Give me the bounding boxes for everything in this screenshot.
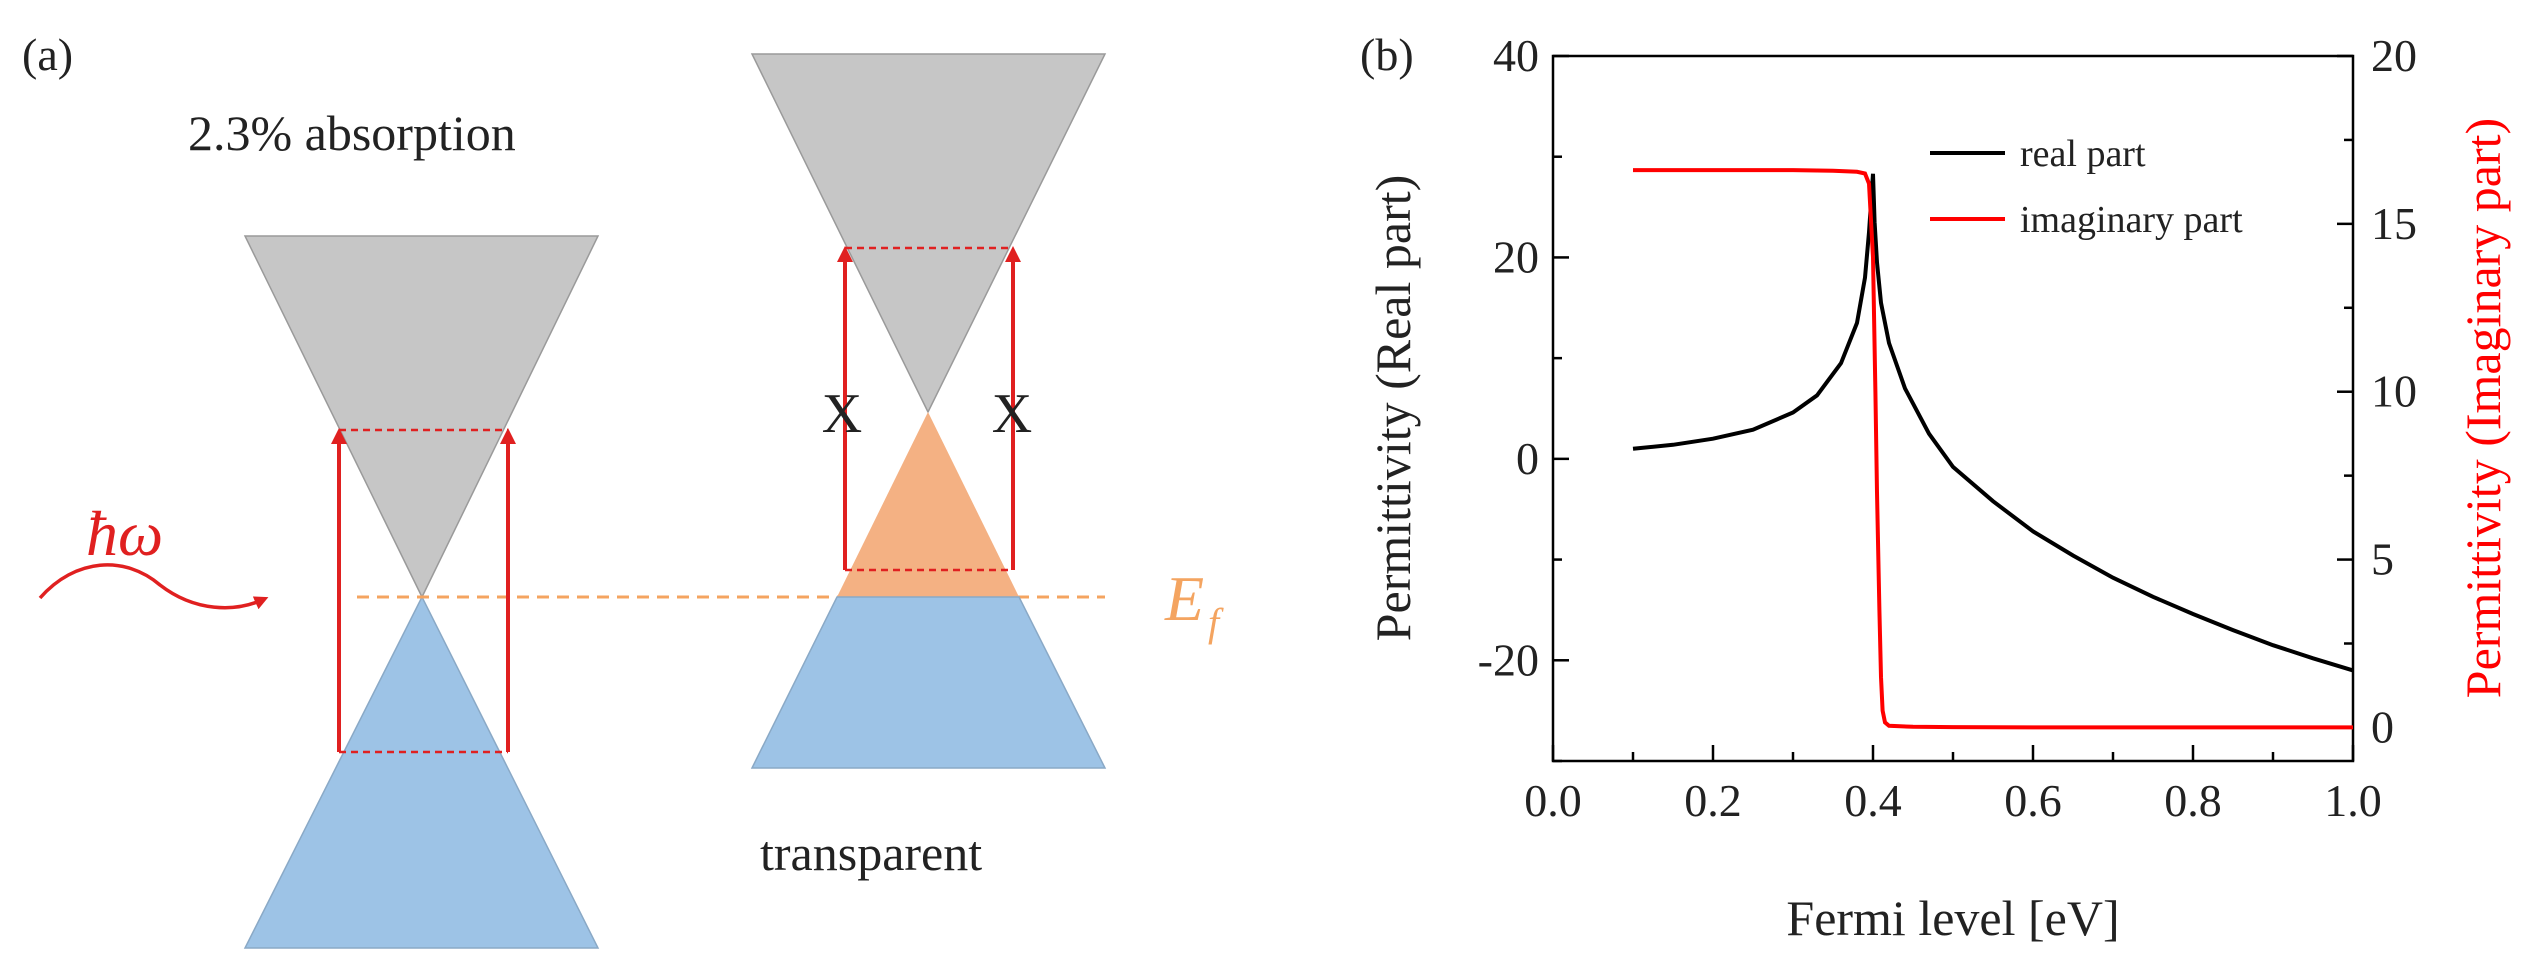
panel-b-label: (b): [1360, 29, 1414, 80]
series-imaginary-part: [1633, 168, 2353, 730]
y-tick-label-left: 0: [1516, 433, 1539, 484]
y-tick-label-left: 40: [1493, 30, 1539, 81]
fermi-level-subscript: f: [1208, 600, 1224, 645]
blocked-transition-mark-left: X: [822, 383, 862, 445]
right-valence-band: [750, 596, 1107, 769]
blocked-transition-mark-right: X: [992, 383, 1032, 445]
x-tick-label: 0.8: [2164, 775, 2222, 826]
x-tick-label: 1.0: [2324, 775, 2382, 826]
legend-label-real: real part: [2020, 133, 2146, 175]
y-tick-label-left: 20: [1493, 231, 1539, 282]
left-cone-caption: 2.3% absorption: [188, 105, 516, 161]
x-axis-label: Fermi level [eV]: [1786, 890, 2119, 946]
y-tick-label-right: 15: [2371, 198, 2417, 249]
y-axis-label-right: Permittivity (Imaginary part): [2455, 118, 2511, 698]
photon-energy-label: ħω: [86, 498, 163, 569]
x-tick-label: 0.0: [1524, 775, 1582, 826]
right-cone-caption: transparent: [760, 825, 982, 881]
y-tick-label-right: 5: [2371, 534, 2394, 585]
legend: real part imaginary part: [1930, 133, 2243, 241]
panel-b: (b) 0.0 0.2 0.4 0.6 0.8 1.0 -20 0 20 40 0 5 10 15 20 r…: [1360, 29, 2511, 946]
right-filled-conduction-region: [837, 412, 1019, 597]
y-tick-label-left: -20: [1478, 634, 1539, 685]
panel-a-label: (a): [22, 29, 73, 80]
right-conduction-band: [750, 53, 1107, 414]
photon-wave-arrow: [38, 563, 269, 610]
y-tick-label-right: 20: [2371, 30, 2417, 81]
y-axis-label-left: Permittivity (Real part): [1365, 175, 1421, 642]
legend-label-imag: imaginary part: [2020, 199, 2243, 241]
panel-a: (a) 2.3% absorption ħω X X E f transpare…: [22, 29, 1224, 949]
y-tick-label-right: 0: [2371, 701, 2394, 752]
left-conduction-band: [243, 235, 600, 599]
axis-ticks: [1551, 54, 2355, 763]
left-valence-band: [243, 595, 600, 949]
series-real-part: [1632, 173, 2354, 673]
tick-labels: 0.0 0.2 0.4 0.6 0.8 1.0 -20 0 20 40 0 5 10 15 20: [1478, 30, 2417, 826]
fermi-level-label: E: [1164, 563, 1204, 634]
x-tick-label: 0.2: [1684, 775, 1742, 826]
y-tick-label-right: 10: [2371, 366, 2417, 417]
x-tick-label: 0.4: [1844, 775, 1902, 826]
x-tick-label: 0.6: [2004, 775, 2062, 826]
plot-frame: [1551, 54, 2355, 763]
